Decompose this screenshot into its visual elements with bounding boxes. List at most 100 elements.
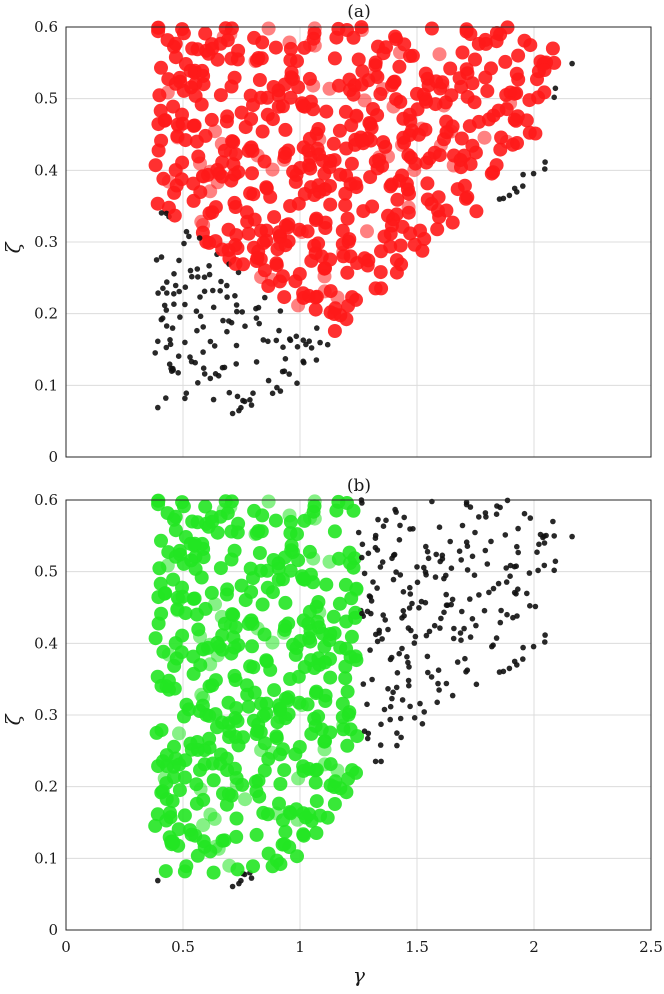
data-point	[364, 735, 371, 742]
data-point	[232, 293, 238, 299]
data-point	[503, 565, 510, 571]
highlight-point	[241, 226, 256, 241]
highlight-point	[273, 777, 288, 791]
highlight-point	[278, 122, 293, 137]
highlight-point	[457, 148, 472, 163]
highlight-point	[230, 241, 245, 256]
data-point	[425, 669, 431, 676]
highlight-point	[336, 245, 351, 260]
data-point	[484, 561, 491, 567]
highlight-point	[323, 179, 337, 193]
data-point	[197, 294, 203, 300]
data-point	[532, 603, 539, 610]
highlight-point	[240, 214, 255, 229]
data-point	[493, 635, 500, 641]
data-point	[365, 550, 372, 557]
highlight-point	[229, 777, 244, 792]
highlight-point	[308, 290, 323, 305]
data-point	[451, 625, 457, 632]
data-point	[542, 159, 548, 165]
data-point	[166, 361, 173, 368]
highlight-point	[509, 66, 524, 81]
data-point	[361, 570, 368, 577]
highlight-point	[185, 41, 200, 56]
data-point	[425, 555, 432, 562]
data-point	[379, 559, 386, 565]
data-point	[459, 522, 466, 529]
y-tick-label: 0.1	[34, 376, 58, 394]
highlight-point	[386, 99, 401, 114]
highlight-point	[216, 786, 230, 801]
highlight-point	[327, 51, 342, 66]
highlight-point	[428, 97, 443, 112]
highlight-point	[392, 173, 407, 188]
highlight-point	[471, 114, 486, 129]
highlight-point	[249, 53, 264, 68]
data-point	[542, 639, 548, 645]
data-point	[534, 549, 540, 555]
data-point	[183, 228, 190, 235]
highlight-point	[424, 196, 439, 211]
data-point	[498, 607, 504, 614]
highlight-point	[229, 701, 244, 716]
data-point	[421, 709, 428, 715]
data-point	[158, 254, 165, 260]
data-point	[397, 522, 403, 529]
data-point	[293, 333, 300, 340]
data-point	[265, 338, 271, 345]
data-point	[217, 288, 223, 294]
highlight-point	[373, 265, 388, 280]
highlight-point	[283, 526, 298, 541]
panel-a: (a) 0 0.1 0.2 0.3 0.4 0.5 0.6 ζ	[1, 2, 652, 466]
data-point	[207, 375, 214, 382]
highlight-point	[154, 60, 168, 75]
highlight-point	[342, 72, 357, 87]
data-point	[372, 535, 379, 541]
highlight-point	[327, 324, 342, 338]
highlight-point	[281, 693, 295, 708]
highlight-point	[167, 681, 182, 696]
highlight-point	[269, 729, 284, 744]
highlight-point	[151, 20, 166, 35]
highlight-point	[326, 609, 341, 624]
data-point	[301, 359, 307, 366]
highlight-point	[261, 494, 276, 509]
highlight-point	[306, 78, 321, 93]
data-point	[513, 591, 519, 597]
highlight-point	[269, 256, 284, 271]
highlight-point	[351, 52, 366, 67]
highlight-point	[291, 771, 306, 786]
highlight-point	[405, 123, 419, 138]
highlight-point	[252, 546, 267, 560]
highlight-point	[342, 545, 357, 560]
highlight-point	[345, 290, 360, 305]
data-point	[247, 397, 253, 403]
highlight-point	[489, 34, 504, 49]
highlight-point	[193, 156, 207, 171]
highlight-point	[210, 525, 225, 540]
highlight-point	[202, 708, 217, 723]
data-point	[417, 700, 423, 707]
data-point	[493, 511, 500, 517]
highlight-point	[335, 223, 350, 238]
data-point	[398, 734, 404, 741]
data-point	[195, 274, 201, 280]
highlight-point	[296, 759, 311, 774]
highlight-point	[245, 639, 259, 654]
highlight-point	[188, 828, 203, 843]
data-point	[212, 371, 219, 377]
highlight-point	[166, 770, 181, 785]
data-point	[376, 627, 383, 634]
data-point	[377, 564, 384, 570]
highlight-point	[328, 774, 343, 789]
highlight-point	[265, 635, 280, 650]
highlight-point	[307, 499, 322, 514]
data-point	[467, 634, 474, 640]
y-tick-label: 0.4	[34, 161, 58, 179]
highlight-point	[317, 166, 332, 181]
y-tick-label: 0.2	[34, 778, 58, 796]
highlight-point	[424, 21, 439, 36]
highlight-point	[547, 55, 562, 70]
highlight-point	[374, 281, 389, 296]
data-point	[364, 701, 370, 708]
